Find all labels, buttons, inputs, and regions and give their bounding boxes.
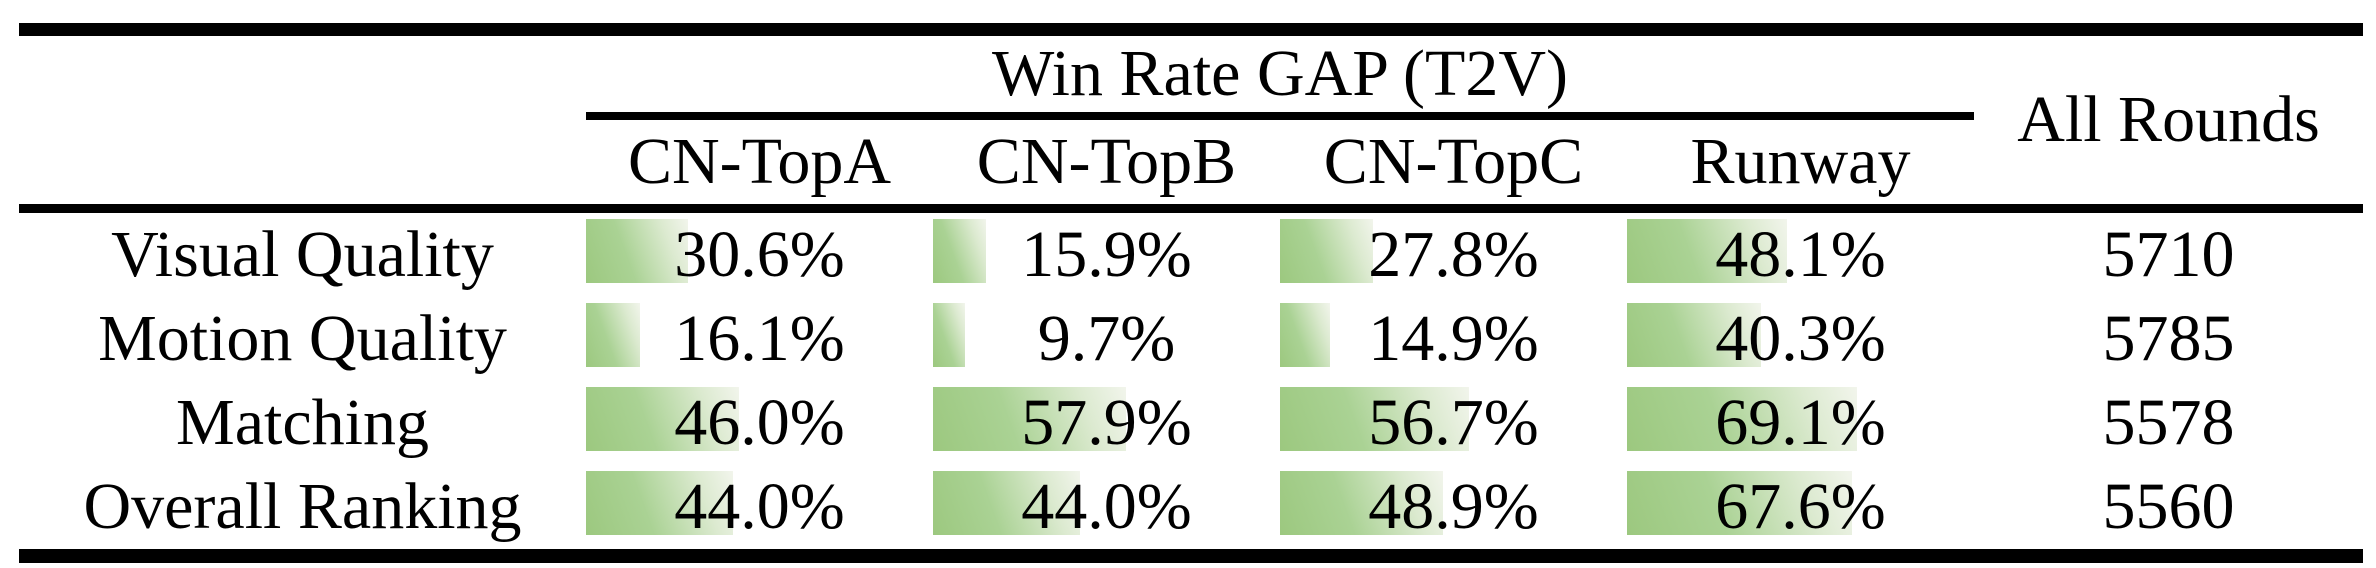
win-rate-bar (586, 219, 688, 283)
row-label: Matching (176, 386, 429, 459)
win-rate-value: 67.6% (1715, 470, 1886, 543)
win-rate-bar (1627, 471, 1853, 535)
win-rate-bar (1627, 303, 1762, 367)
win-rate-bar (586, 387, 740, 451)
win-rate-bar (586, 471, 733, 535)
win-rate-value: 16.1% (674, 302, 845, 375)
win-rate-value: 48.1% (1715, 218, 1886, 291)
win-rate-cell: 46.0% (586, 381, 933, 465)
win-rate-cell: 9.7% (933, 297, 1280, 381)
win-rate-cell: 69.1% (1627, 381, 1974, 465)
all-rounds-value: 5785 (2102, 302, 2235, 375)
row-label: Motion Quality (98, 302, 507, 375)
win-rate-cell: 27.8% (1280, 213, 1627, 297)
win-rate-cell: 30.6% (586, 213, 933, 297)
table-row-visual-quality: Visual Quality 30.6% 15.9% 27.8% 48.1% 5… (19, 213, 2363, 297)
all-rounds-value: 5710 (2102, 218, 2235, 291)
win-rate-cell: 44.0% (586, 465, 933, 549)
win-rate-cell: 56.7% (1280, 381, 1627, 465)
win-rate-cell: 48.9% (1280, 465, 1627, 549)
group-header-cmidrule (586, 112, 1974, 120)
win-rate-value: 30.6% (674, 218, 845, 291)
all-rounds-value: 5578 (2102, 386, 2235, 459)
win-rate-value: 9.7% (1037, 302, 1176, 375)
win-rate-bar (1280, 471, 1443, 535)
win-rate-value: 69.1% (1715, 386, 1886, 459)
win-rate-value: 48.9% (1368, 470, 1539, 543)
win-rate-value: 27.8% (1368, 218, 1539, 291)
table-mid-rule (19, 204, 2363, 213)
win-rate-bar (933, 387, 1126, 451)
win-rate-value: 14.9% (1368, 302, 1539, 375)
win-rate-value: 44.0% (674, 470, 845, 543)
win-rate-cell: 67.6% (1627, 465, 1974, 549)
table-row-matching: Matching 46.0% 57.9% 56.7% 69.1% 5578 (19, 381, 2363, 465)
win-rate-value: 44.0% (1021, 470, 1192, 543)
group-header: Win Rate GAP (T2V) (992, 37, 1568, 110)
table-bottom-rule (19, 549, 2363, 563)
win-rate-value: 57.9% (1021, 386, 1192, 459)
win-rate-bar (1627, 387, 1858, 451)
win-rate-value: 46.0% (674, 386, 845, 459)
column-header-cn-topb: CN-TopB (976, 125, 1237, 198)
table-row-motion-quality: Motion Quality 16.1% 9.7% 14.9% 40.3% 57… (19, 297, 2363, 381)
win-rate-bar (933, 219, 986, 283)
win-rate-bar (1280, 219, 1373, 283)
win-rate-cell: 40.3% (1627, 297, 1974, 381)
win-rate-value: 56.7% (1368, 386, 1539, 459)
win-rate-bar (933, 303, 966, 367)
column-header-cn-topa: CN-TopA (627, 125, 892, 198)
table-row-overall-ranking: Overall Ranking 44.0% 44.0% 48.9% 67.6% … (19, 465, 2363, 549)
table-top-rule (19, 23, 2363, 36)
win-rate-value: 15.9% (1021, 218, 1192, 291)
win-rate-bar (1280, 303, 1330, 367)
column-header-runway: Runway (1690, 125, 1911, 198)
column-header-cn-topc: CN-TopC (1323, 125, 1584, 198)
win-rate-cell: 44.0% (933, 465, 1280, 549)
row-label: Overall Ranking (83, 470, 522, 543)
column-header-row: CN-TopA CN-TopB CN-TopC Runway (586, 120, 1974, 204)
win-rate-bar (1280, 387, 1469, 451)
row-label: Visual Quality (111, 218, 494, 291)
column-header-all-rounds: All Rounds (2017, 83, 2320, 156)
win-rate-cell: 15.9% (933, 213, 1280, 297)
win-rate-cell: 16.1% (586, 297, 933, 381)
win-rate-cell: 48.1% (1627, 213, 1974, 297)
all-rounds-value: 5560 (2102, 470, 2235, 543)
win-rate-bar (1627, 219, 1788, 283)
table-header: Win Rate GAP (T2V) All Rounds CN-TopA CN… (19, 36, 2363, 204)
win-rate-cell: 14.9% (1280, 297, 1627, 381)
win-rate-value: 40.3% (1715, 302, 1886, 375)
win-rate-bar (586, 303, 640, 367)
results-table: Win Rate GAP (T2V) All Rounds CN-TopA CN… (19, 23, 2363, 563)
win-rate-bar (933, 471, 1080, 535)
win-rate-cell: 57.9% (933, 381, 1280, 465)
